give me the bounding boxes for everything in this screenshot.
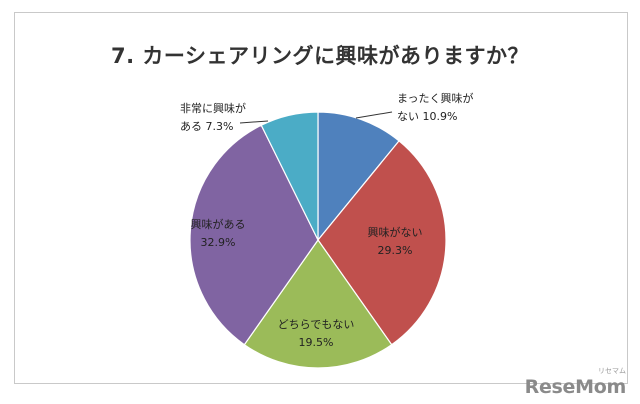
slice-label-4: 非常に興味がある 7.3% xyxy=(180,101,246,133)
pie-slice-3 xyxy=(189,124,319,346)
slice-label-3: 興味がある 32.9% xyxy=(191,217,246,249)
leader-line-0 xyxy=(355,111,393,119)
watermark-logo: ReseMom xyxy=(524,376,627,398)
slice-label-2: どちらでもない 19.5% xyxy=(278,318,355,349)
leader-line-4 xyxy=(239,120,269,124)
pie-slice-2 xyxy=(243,238,393,369)
slice-label-1: 興味がない 29.3% xyxy=(368,225,423,257)
pie-slice-4 xyxy=(260,111,319,241)
pie-slice-1 xyxy=(317,140,447,346)
chart-title: 7. カーシェアリングに興味がありますか？ xyxy=(111,44,529,68)
pie-slice-0 xyxy=(317,111,400,242)
watermark-subtext: リセマム xyxy=(598,367,626,375)
slice-label-0: まったく興味がない 10.9% xyxy=(397,91,474,123)
